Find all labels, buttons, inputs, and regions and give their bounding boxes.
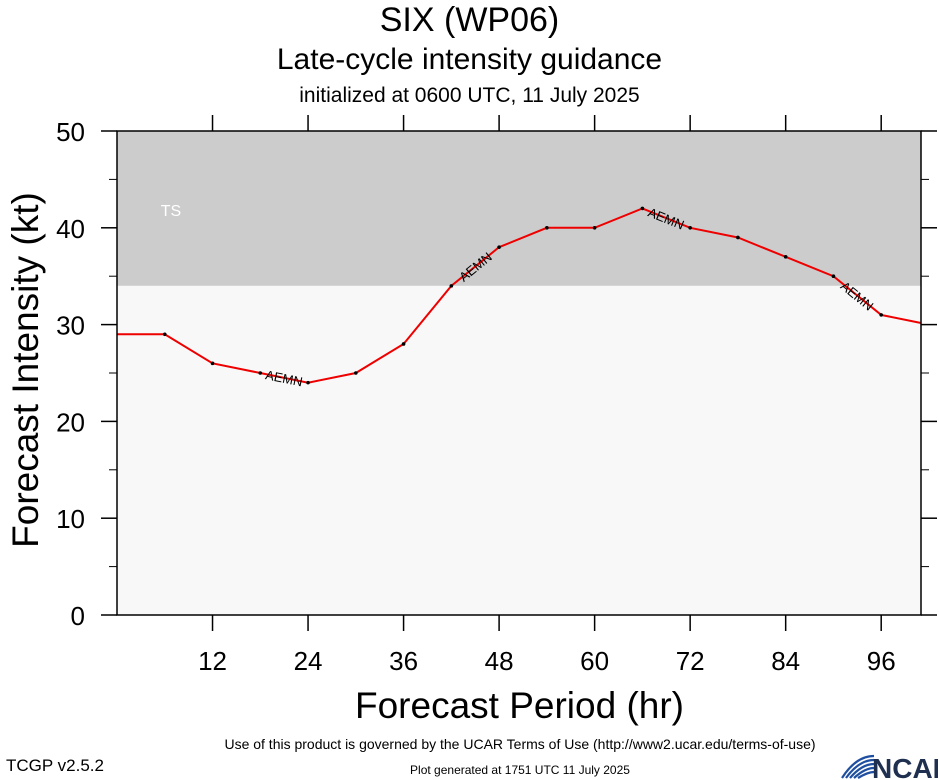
terms-of-use: Use of this product is governed by the U…: [224, 736, 816, 752]
ncar-logo-text: NCAR: [872, 753, 938, 780]
band-1: [117, 285, 921, 615]
data-point: [545, 226, 549, 230]
data-point: [306, 380, 310, 385]
chart-subtitle: Late-cycle intensity guidance: [276, 43, 663, 76]
data-point: [258, 371, 263, 375]
series-label-group: AEMN: [264, 367, 304, 389]
data-point: [831, 274, 836, 279]
intensity-bands: TS: [117, 131, 921, 615]
data-point: [879, 313, 883, 317]
y-tick-label: 50: [56, 117, 85, 147]
y-tick-label: 10: [56, 504, 85, 534]
data-point: [783, 255, 788, 259]
x-tick-label: 60: [580, 646, 609, 676]
y-tick-label: 0: [71, 601, 85, 631]
data-point: [449, 284, 454, 288]
data-point: [640, 206, 645, 211]
data-point: [401, 342, 406, 346]
y-tick-label: 40: [56, 214, 85, 244]
x-tick-label: 48: [485, 646, 514, 676]
x-tick-label: 24: [294, 646, 323, 676]
axes: 0 10 20 30 40 50 12 24 36 48 60 72 84 96: [56, 115, 937, 676]
series-line-aemn: [117, 207, 922, 384]
y-tick-label: 30: [56, 311, 85, 341]
data-point: [210, 361, 215, 366]
data-point: [592, 226, 597, 230]
data-point: [497, 245, 501, 249]
x-tick-label: 36: [389, 646, 418, 676]
y-tick-label: 20: [56, 407, 85, 437]
series-label: AEMN: [264, 367, 304, 389]
data-point: [162, 332, 167, 337]
x-tick-label: 72: [676, 646, 705, 676]
ncar-swoosh-icon: [841, 754, 875, 779]
band-label-ts: TS: [161, 203, 181, 220]
generated-time: Plot generated at 1751 UTC 11 July 2025: [410, 763, 630, 777]
y-axis-label: Forecast Intensity (kt): [5, 192, 46, 548]
x-tick-label: 84: [771, 646, 800, 676]
x-axis-label: Forecast Period (hr): [355, 685, 684, 726]
x-tick-label: 12: [198, 646, 227, 676]
data-point: [736, 235, 740, 240]
chart-title: SIX (WP06): [379, 1, 560, 39]
x-tick-label: 96: [867, 646, 896, 676]
version-label: TCGP v2.5.2: [6, 756, 104, 775]
init-time: initialized at 0600 UTC, 11 July 2025: [299, 84, 640, 107]
ncar-logo: NCAR: [841, 753, 938, 780]
band-0: [117, 131, 921, 286]
data-point: [688, 226, 692, 230]
data-point: [354, 371, 358, 375]
